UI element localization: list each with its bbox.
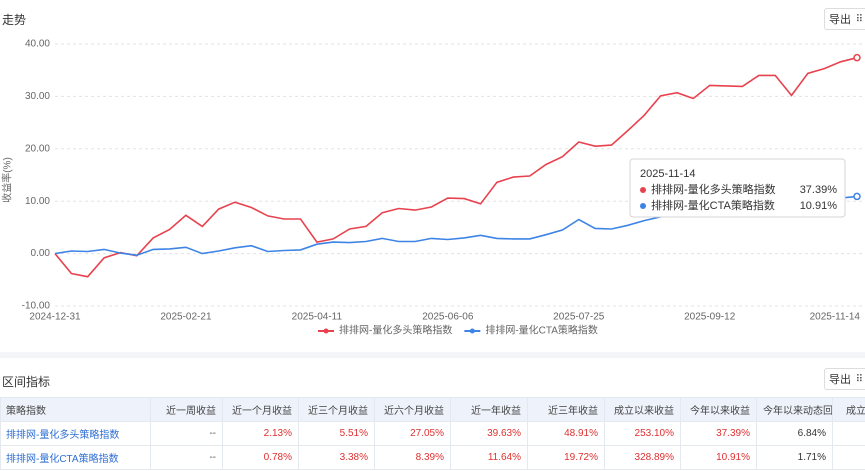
tooltip-name: 排排网-量化多头策略指数 (651, 182, 776, 196)
section-title: 区间指标 (2, 375, 51, 389)
column-header: 近一年收益 (450, 397, 528, 422)
table-wrap: 策略指数 近一周收益 近一个月收益 近三个月收益 近六个月收益 近一年收益 近三年收益 成立以… (0, 397, 865, 470)
chart: -10.00 0.00 10.00 20.00 30.00 40.00 收益率(%) 2024… (1, 39, 862, 337)
column-header: 近一个月收益 (222, 397, 299, 422)
section-title: 走势 (2, 13, 27, 27)
column-header: 成立以来收益 (604, 397, 681, 422)
tooltip-date: 2025-11-14 (640, 168, 695, 180)
x-tick-label: 2025-02-21 (160, 312, 212, 323)
header-row: 策略指数 近一周收益 近一个月收益 近三个月收益 近六个月收益 近一年收益 近三年收益 成立以… (0, 397, 865, 422)
tooltip: 2025-11-14 排排网-量化多头策略指数 37.39% 排排网-量化CTA策略指… (629, 158, 846, 218)
metric-cell: 10.91% (680, 445, 757, 470)
export-button[interactable]: 导出 ⠿ (824, 368, 865, 390)
x-tick-label: 2025-09-12 (684, 312, 736, 323)
metric-cell: -- (150, 421, 223, 446)
y-tick-label: 0.00 (31, 248, 51, 259)
x-tick-label: 2025-11-14 (810, 312, 861, 323)
x-tick-label: 2024-12-31 (29, 312, 81, 323)
column-header: 成立 (832, 397, 865, 422)
x-tick-label: 2025-06-06 (422, 312, 474, 323)
tooltip-dot (640, 203, 646, 209)
metric-cell (832, 421, 865, 446)
metric-cell: 328.89% (604, 445, 681, 470)
metric-cell: 8.39% (374, 445, 451, 470)
x-tick-label: 2025-07-25 (553, 312, 605, 323)
metric-cell (832, 445, 865, 470)
y-tick-label: 20.00 (25, 143, 50, 154)
metric-cell: 48.91% (527, 421, 605, 446)
divider (0, 352, 865, 358)
y-tick-label: 10.00 (25, 196, 50, 207)
metric-cell: 37.39% (680, 421, 757, 446)
metric-cell: 27.05% (374, 421, 451, 446)
metric-cell: 19.72% (527, 445, 605, 470)
index-name: 排排网-量化CTA策略指数 (0, 445, 151, 470)
metric-cell: 253.10% (604, 421, 681, 446)
column-header: 今年以来动态回撤 (756, 397, 833, 422)
y-tick-label: -10.00 (22, 301, 51, 312)
metric-cell: 2.13% (222, 421, 299, 446)
column-header: 策略指数 (0, 397, 151, 422)
metric-cell: 11.64% (450, 445, 528, 470)
x-tick-label: 2025-04-11 (292, 312, 343, 323)
metric-cell: 5.51% (298, 421, 375, 446)
column-header: 近三年收益 (527, 397, 605, 422)
column-header: 今年以来收益 (680, 397, 757, 422)
metric-cell: 39.63% (450, 421, 528, 446)
column-header: 近三个月收益 (298, 397, 375, 422)
column-header: 近一周收益 (150, 397, 223, 422)
index-name: 排排网-量化多头策略指数 (0, 421, 151, 446)
end-point (853, 192, 861, 201)
metric-cell: 6.84% (756, 421, 833, 446)
legend-label: 排排网-量化多头策略指数 (339, 324, 452, 337)
y-tick-label: 30.00 (25, 91, 50, 102)
tooltip-name: 排排网-量化CTA策略指数 (651, 198, 775, 212)
table-row: 排排网-量化CTA策略指数 -- 0.78% 3.38% 8.39% 11.64% 19.7… (0, 445, 865, 470)
metric-cell: -- (150, 445, 223, 470)
metrics-table: 策略指数 近一周收益 近一个月收益 近三个月收益 近六个月收益 近一年收益 近三年收益 成立以… (0, 397, 865, 470)
metric-cell: 1.71% (756, 445, 833, 470)
series-line (54, 56, 858, 278)
export-label: 导出 (829, 374, 851, 386)
tooltip-box (629, 158, 846, 218)
legend-label: 排排网-量化CTA策略指数 (485, 324, 598, 337)
y-tick-label: 40.00 (25, 39, 50, 50)
metric-cell: 3.38% (298, 445, 375, 470)
grip-icon: ⠿ (855, 374, 863, 385)
legend-dot (469, 328, 475, 334)
legend-dot (323, 328, 329, 334)
export-button[interactable]: 导出 ⠿ (824, 8, 865, 30)
table-row: 排排网-量化多头策略指数 -- 2.13% 5.51% 27.05% 39.63% 48.9… (0, 421, 865, 446)
export-label: 导出 (829, 14, 851, 26)
column-header: 近六个月收益 (374, 397, 451, 422)
tooltip-dot (640, 187, 646, 193)
end-point (853, 53, 861, 62)
y-axis-title: 收益率(%) (1, 157, 14, 203)
metric-cell: 0.78% (222, 445, 299, 470)
tooltip-value: 37.39% (800, 184, 838, 196)
grip-icon: ⠿ (855, 14, 863, 25)
tooltip-value: 10.91% (800, 200, 838, 212)
